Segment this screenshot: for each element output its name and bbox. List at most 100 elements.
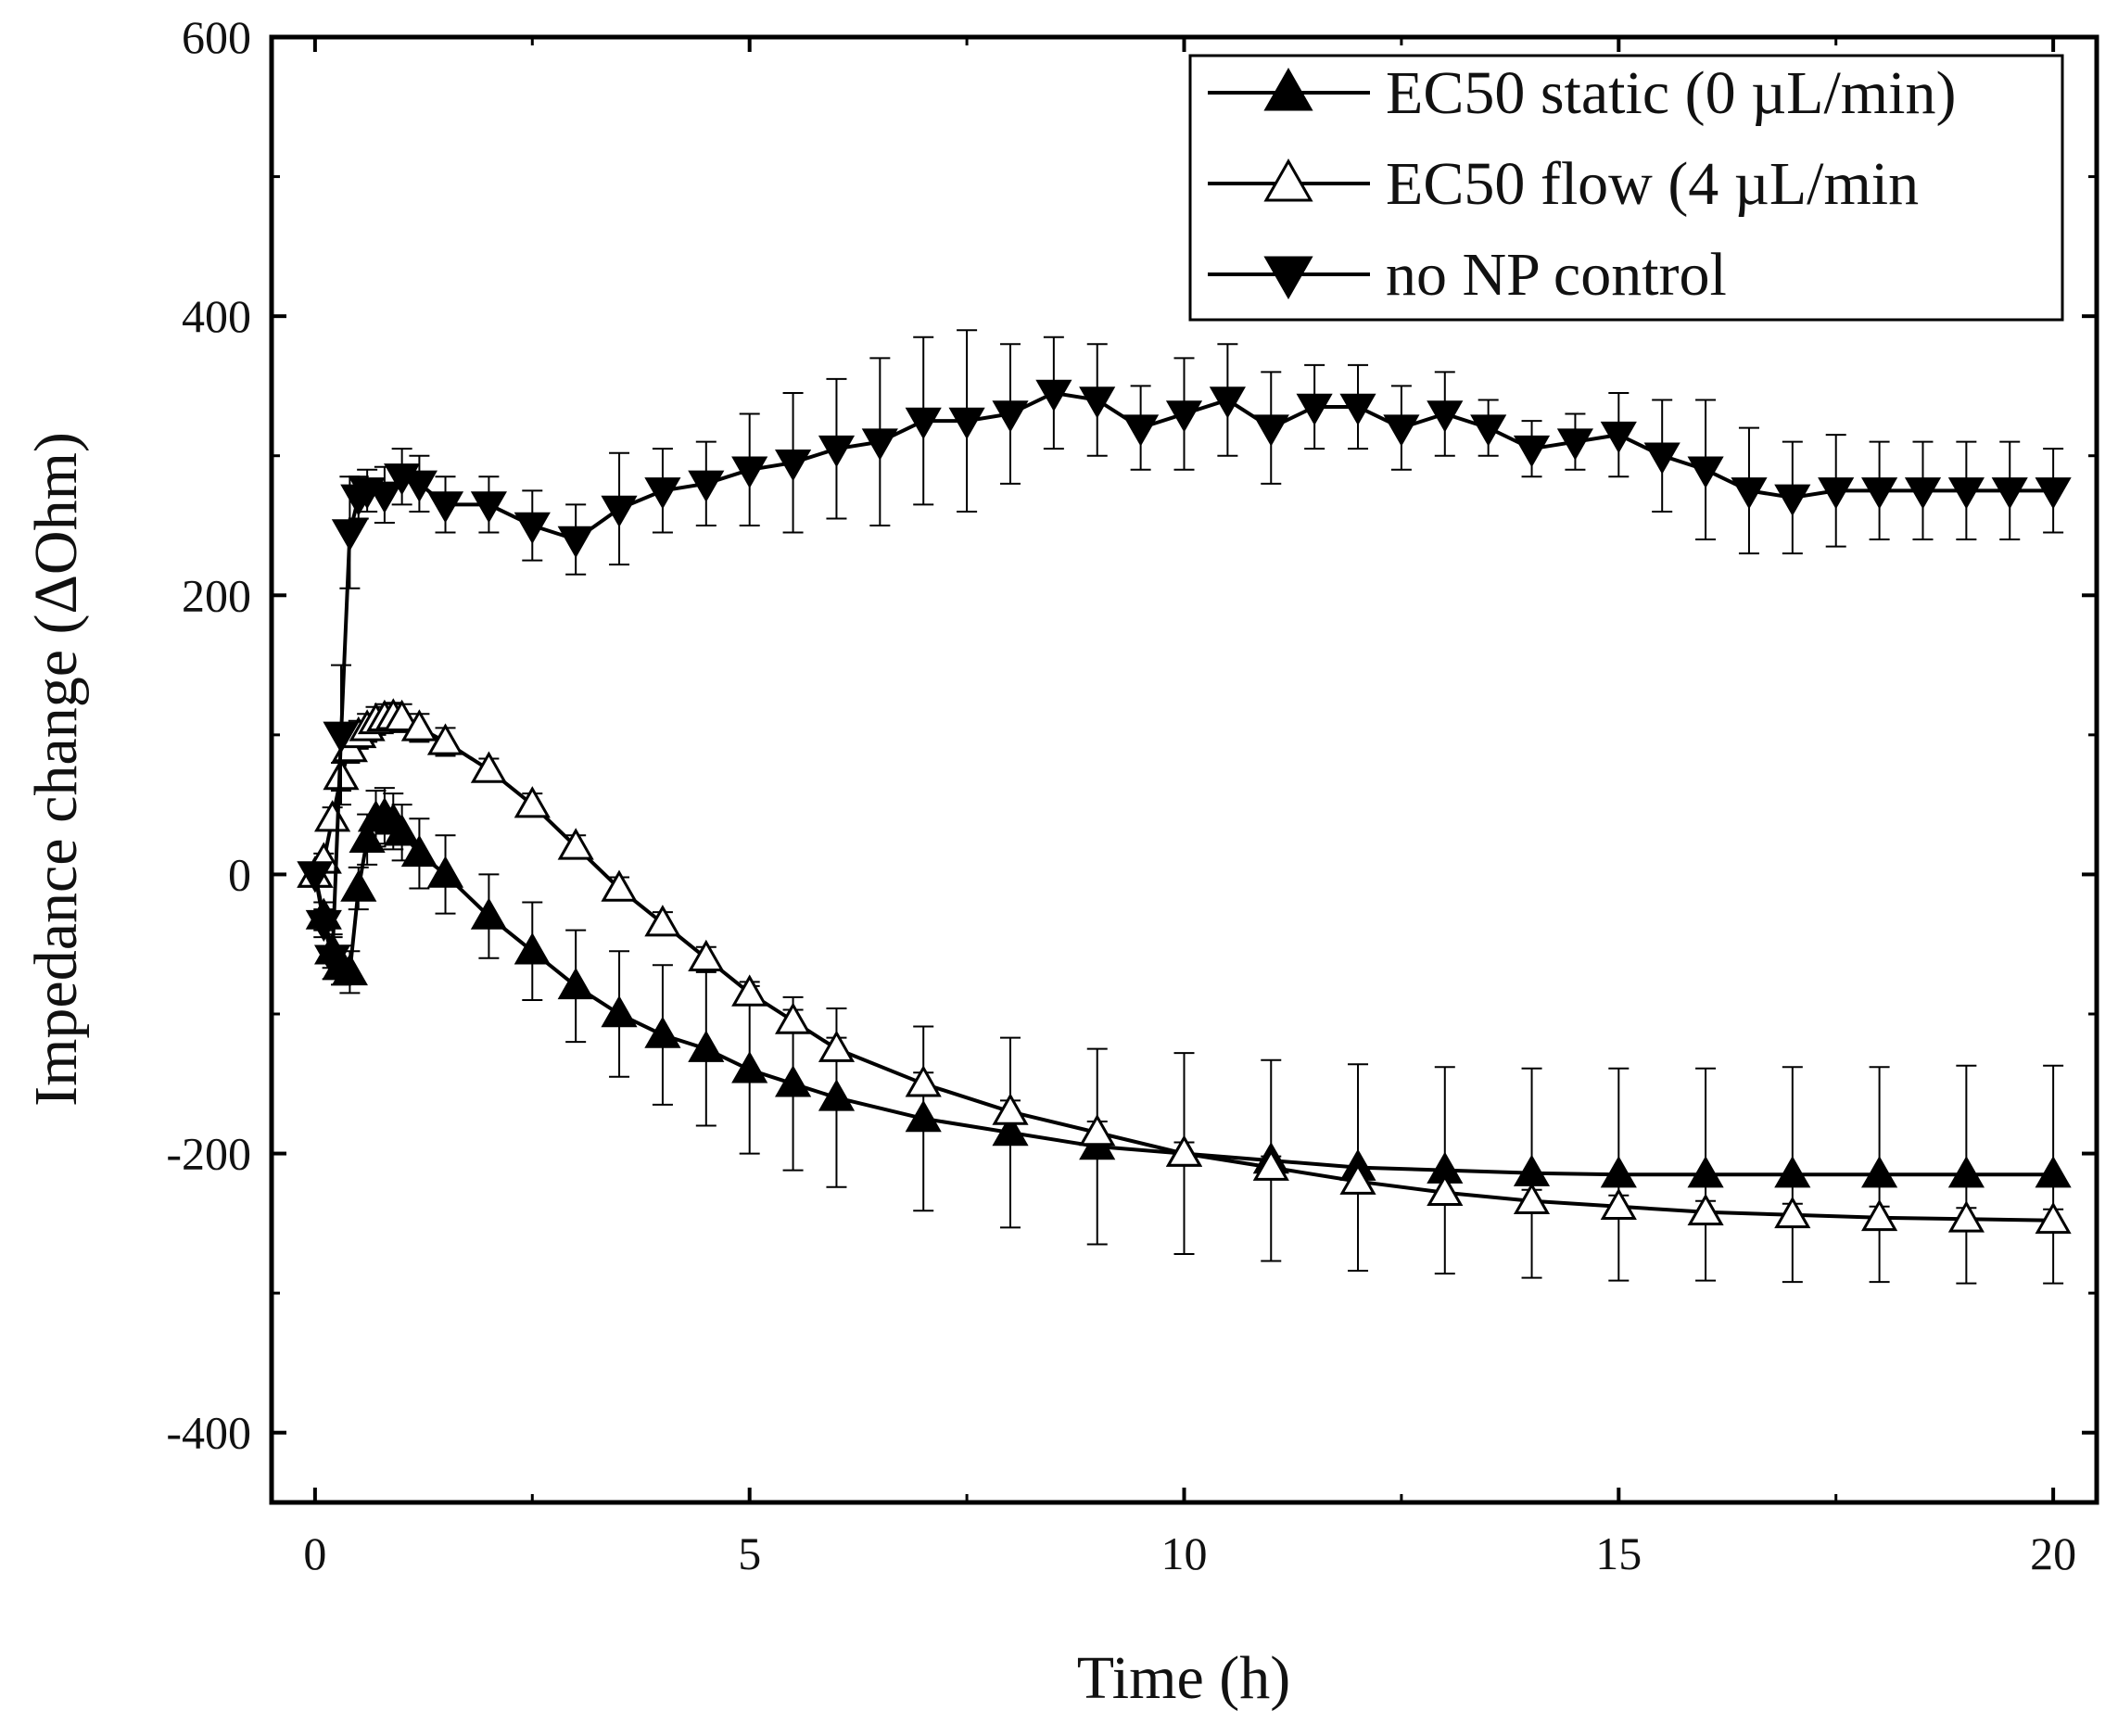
x-tick-label: 0: [303, 1527, 326, 1579]
data-point: [1861, 1198, 1898, 1232]
data-point: [349, 820, 386, 853]
data-point: [470, 751, 507, 783]
tick-layer: 0 5 10 15 20 -400 -200 0 200 400 600: [166, 11, 2097, 1579]
data-point: [688, 939, 725, 971]
data-point: [314, 800, 351, 832]
data-point: [1947, 1156, 1985, 1188]
series-layer: [297, 329, 2072, 1285]
data-point: [470, 897, 507, 930]
data-point: [775, 1065, 812, 1097]
data-point: [331, 519, 368, 551]
x-tick-label: 5: [738, 1527, 761, 1579]
data-point: [1427, 1173, 1464, 1206]
data-point: [331, 953, 368, 986]
data-point: [1079, 1113, 1116, 1147]
data-point: [1600, 421, 1637, 454]
data-point: [426, 723, 464, 755]
data-point: [1513, 435, 1551, 468]
x-tick-label: 10: [1161, 1527, 1208, 1579]
series-0: [297, 787, 2072, 1285]
legend-entries: EC50 static (0 µL/min) EC50 flow (4 µL/mi…: [1208, 59, 1956, 309]
data-point: [775, 1002, 812, 1034]
data-point: [1861, 477, 1898, 510]
data-point: [1947, 1200, 1985, 1233]
data-point: [1904, 477, 1942, 510]
data-point: [688, 470, 725, 502]
data-point: [1600, 1156, 1637, 1188]
data-point: [644, 905, 681, 937]
data-point: [1861, 1156, 1898, 1188]
legend-entry-1: EC50 flow (4 µL/min: [1208, 150, 1919, 218]
data-point: [400, 709, 438, 741]
x-tick-label: 15: [1595, 1527, 1642, 1579]
data-point: [1470, 414, 1507, 447]
data-point: [1600, 1187, 1637, 1220]
data-point: [731, 974, 768, 1007]
data-point: [366, 481, 403, 513]
data-point: [644, 1016, 681, 1048]
data-point: [314, 944, 351, 977]
data-point: [1687, 1156, 1724, 1188]
data-point: [1079, 386, 1116, 419]
data-point: [1252, 414, 1289, 447]
data-point: [384, 814, 421, 846]
legend-marker: [1263, 158, 1313, 202]
data-point: [818, 435, 856, 468]
data-point: [426, 855, 464, 888]
y-tick-label: 0: [228, 848, 251, 900]
data-point: [601, 495, 638, 527]
data-point: [1774, 1156, 1811, 1188]
data-point: [818, 1030, 856, 1062]
data-point: [514, 512, 551, 545]
data-point: [1339, 393, 1376, 426]
data-point: [601, 995, 638, 1028]
data-point: [384, 699, 421, 731]
data-point: [1991, 477, 2028, 510]
data-point: [992, 1093, 1029, 1125]
data-point: [1731, 477, 1768, 510]
data-point: [1383, 414, 1420, 447]
data-point: [1165, 400, 1203, 433]
data-point: [601, 869, 638, 902]
data-point: [731, 1051, 768, 1083]
data-point: [400, 470, 438, 502]
data-point: [1687, 1193, 1724, 1226]
data-point: [1556, 428, 1593, 461]
data-point: [1035, 379, 1072, 412]
data-point: [426, 491, 464, 524]
legend-label: EC50 static (0 µL/min): [1386, 59, 1956, 127]
data-point: [1427, 400, 1464, 433]
data-point: [2035, 477, 2072, 510]
legend-marker: [1263, 256, 1313, 300]
data-point: [905, 1099, 942, 1133]
data-point: [1209, 386, 1246, 419]
series-1: [297, 698, 2072, 1235]
legend-marker: [1263, 67, 1313, 111]
data-point: [905, 1065, 942, 1097]
series-2: [297, 329, 2072, 981]
data-point: [1513, 1182, 1551, 1214]
data-point: [470, 491, 507, 524]
data-point: [340, 869, 377, 902]
legend-entry-0: EC50 static (0 µL/min): [1208, 59, 1956, 127]
data-point: [861, 428, 898, 461]
data-point: [1687, 456, 1724, 488]
legend-entry-2: no NP control: [1208, 241, 1727, 309]
x-axis-label: Time (h): [1077, 1644, 1290, 1712]
data-point: [1339, 1162, 1376, 1195]
data-point: [557, 967, 594, 1000]
data-point: [557, 526, 594, 559]
data-point: [297, 861, 334, 893]
data-point: [514, 786, 551, 818]
data-point: [1296, 393, 1333, 426]
data-point: [1774, 1196, 1811, 1229]
data-point: [1818, 477, 1855, 510]
data-point: [323, 721, 360, 754]
data-point: [992, 1113, 1029, 1147]
data-point: [1122, 414, 1160, 447]
data-point: [1774, 484, 1811, 516]
data-point: [905, 407, 942, 440]
legend-label: no NP control: [1386, 241, 1727, 309]
x-tick-label: 20: [2030, 1527, 2076, 1579]
